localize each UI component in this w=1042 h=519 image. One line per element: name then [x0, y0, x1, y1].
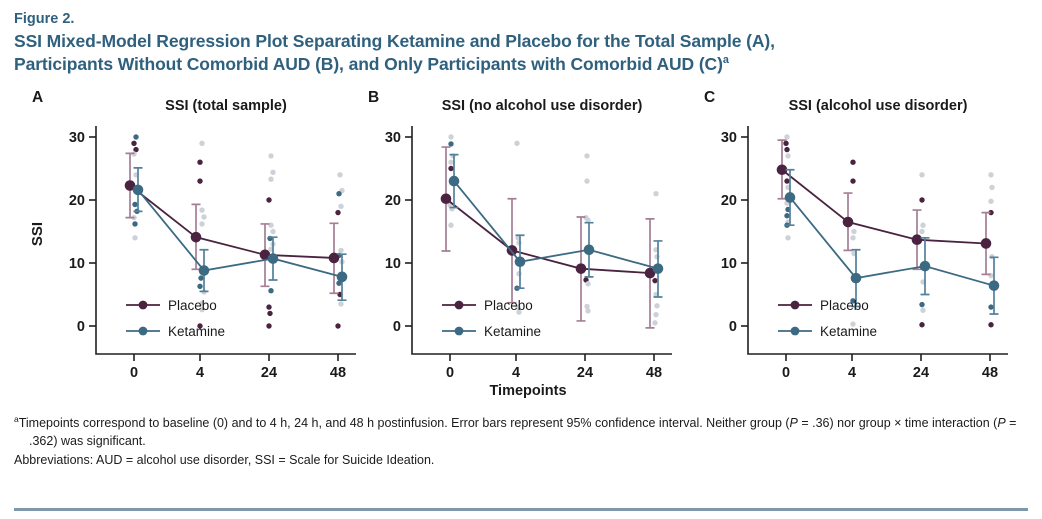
svg-text:24: 24	[261, 365, 277, 381]
legend-label: Placebo	[168, 297, 217, 312]
charts-row: A SSI (total sample) SSI 0 10 20 30 0 4 24 48 Place…	[0, 84, 1042, 387]
panel-title: SSI (alcohol use disorder)	[789, 98, 968, 114]
legend-swatch-dot	[790, 300, 800, 309]
svg-text:0: 0	[782, 365, 790, 381]
svg-text:0: 0	[130, 365, 138, 381]
x-ticks: 0 4 24 48	[782, 353, 998, 381]
svg-text:20: 20	[69, 193, 85, 209]
legend-swatch-dot	[454, 326, 464, 335]
svg-text:10: 10	[721, 256, 737, 272]
svg-text:0: 0	[393, 319, 401, 335]
svg-text:20: 20	[721, 193, 737, 209]
y-ticks: 0 10 20 30	[385, 130, 412, 335]
svg-text:0: 0	[729, 319, 737, 335]
svg-text:4: 4	[196, 365, 204, 381]
svg-text:4: 4	[512, 365, 520, 381]
series-ketamine	[784, 168, 1000, 315]
footnote-line-1: aTimepoints correspond to baseline (0) a…	[14, 413, 1017, 449]
panel-title: SSI (total sample)	[165, 98, 287, 114]
error-bars	[777, 138, 991, 275]
series-placebo	[440, 145, 656, 329]
x-axis-label: Timepoints	[489, 382, 567, 399]
error-bars	[441, 145, 655, 329]
legend-label: Ketamine	[484, 323, 541, 338]
legend-label: Ketamine	[820, 323, 877, 338]
legend-swatch-dot	[138, 326, 148, 335]
xaxis-spacer-left	[24, 383, 360, 399]
svg-text:10: 10	[385, 256, 401, 272]
legend-swatch-dot	[790, 326, 800, 335]
svg-text:0: 0	[77, 319, 85, 335]
scatter-points	[447, 133, 660, 326]
scatter-points	[131, 133, 345, 329]
figure-title: SSI Mixed-Model Regression Plot Separati…	[0, 27, 1042, 76]
xaxis-spacer-right	[696, 383, 1032, 399]
bottom-rule	[14, 508, 1028, 511]
svg-text:24: 24	[577, 365, 593, 381]
panel-letter: A	[32, 89, 43, 106]
panel-a: A SSI (total sample) SSI 0 10 20 30 0 4 24 48 Place…	[24, 84, 360, 387]
mean-line	[789, 196, 995, 287]
figure-title-line-1: SSI Mixed-Model Regression Plot Separati…	[14, 31, 775, 51]
series-ketamine	[448, 153, 664, 298]
footnote: aTimepoints correspond to baseline (0) a…	[14, 413, 1026, 470]
svg-text:48: 48	[982, 365, 998, 381]
x-ticks: 0 4 24 48	[446, 353, 662, 381]
mean-line	[137, 188, 343, 278]
legend-swatch-dot	[138, 300, 148, 309]
svg-text:20: 20	[385, 193, 401, 209]
mean-line	[781, 168, 987, 244]
mean-points	[124, 179, 340, 263]
legend-label: Placebo	[820, 297, 869, 312]
legend: Placebo Ketamine	[126, 297, 225, 338]
panel-letter: B	[368, 89, 379, 106]
svg-text:30: 30	[385, 130, 401, 146]
svg-text:4: 4	[848, 365, 856, 381]
svg-text:48: 48	[646, 365, 662, 381]
figure-title-line-2: Participants Without Comorbid AUD (B), a…	[14, 53, 729, 74]
mean-points	[776, 163, 992, 249]
chart-no-aud: B SSI (no alcohol use disorder) 0 10 20 30 0 4 2…	[368, 89, 672, 381]
series-placebo	[776, 138, 992, 275]
mean-points	[784, 191, 1000, 291]
mean-line	[129, 184, 335, 259]
series-ketamine	[132, 166, 348, 301]
legend: Placebo Ketamine	[442, 297, 541, 338]
xaxis-row: Timepoints	[0, 383, 1042, 399]
panel-c: C SSI (alcohol use disorder) 0 10 20 30 0 4 24 48…	[696, 84, 1032, 387]
error-bars	[125, 152, 339, 294]
mean-points	[448, 175, 664, 274]
mean-line	[445, 197, 651, 274]
svg-text:24: 24	[913, 365, 929, 381]
scatter-points	[783, 133, 995, 327]
error-bars	[133, 166, 347, 301]
panel-letter: C	[704, 89, 715, 106]
svg-text:48: 48	[330, 365, 346, 381]
x-ticks: 0 4 24 48	[130, 353, 346, 381]
mean-line	[453, 180, 659, 270]
chart-aud: C SSI (alcohol use disorder) 0 10 20 30 0 4 24 48…	[704, 89, 1008, 381]
svg-text:30: 30	[69, 130, 85, 146]
panel-b: B SSI (no alcohol use disorder) 0 10 20 30 0 4 2…	[360, 84, 696, 387]
footnote-abbreviations: Abbreviations: AUD = alcohol use disorde…	[14, 453, 435, 468]
y-ticks: 0 10 20 30	[721, 130, 748, 335]
legend-label: Ketamine	[168, 323, 225, 338]
figure-label: Figure 2.	[14, 11, 75, 27]
legend: Placebo Ketamine	[778, 297, 877, 338]
series-placebo	[124, 152, 340, 294]
mean-points	[132, 184, 348, 282]
chart-total-sample: A SSI (total sample) SSI 0 10 20 30 0 4 24 48 Place…	[29, 89, 356, 381]
svg-text:10: 10	[69, 256, 85, 272]
y-ticks: 0 10 20 30	[69, 130, 96, 335]
panel-title: SSI (no alcohol use disorder)	[442, 98, 643, 114]
legend-label: Placebo	[484, 297, 533, 312]
mean-points	[440, 192, 656, 278]
svg-text:30: 30	[721, 130, 737, 146]
svg-text:0: 0	[446, 365, 454, 381]
legend-swatch-dot	[454, 300, 464, 309]
y-axis-label: SSI	[29, 221, 46, 245]
